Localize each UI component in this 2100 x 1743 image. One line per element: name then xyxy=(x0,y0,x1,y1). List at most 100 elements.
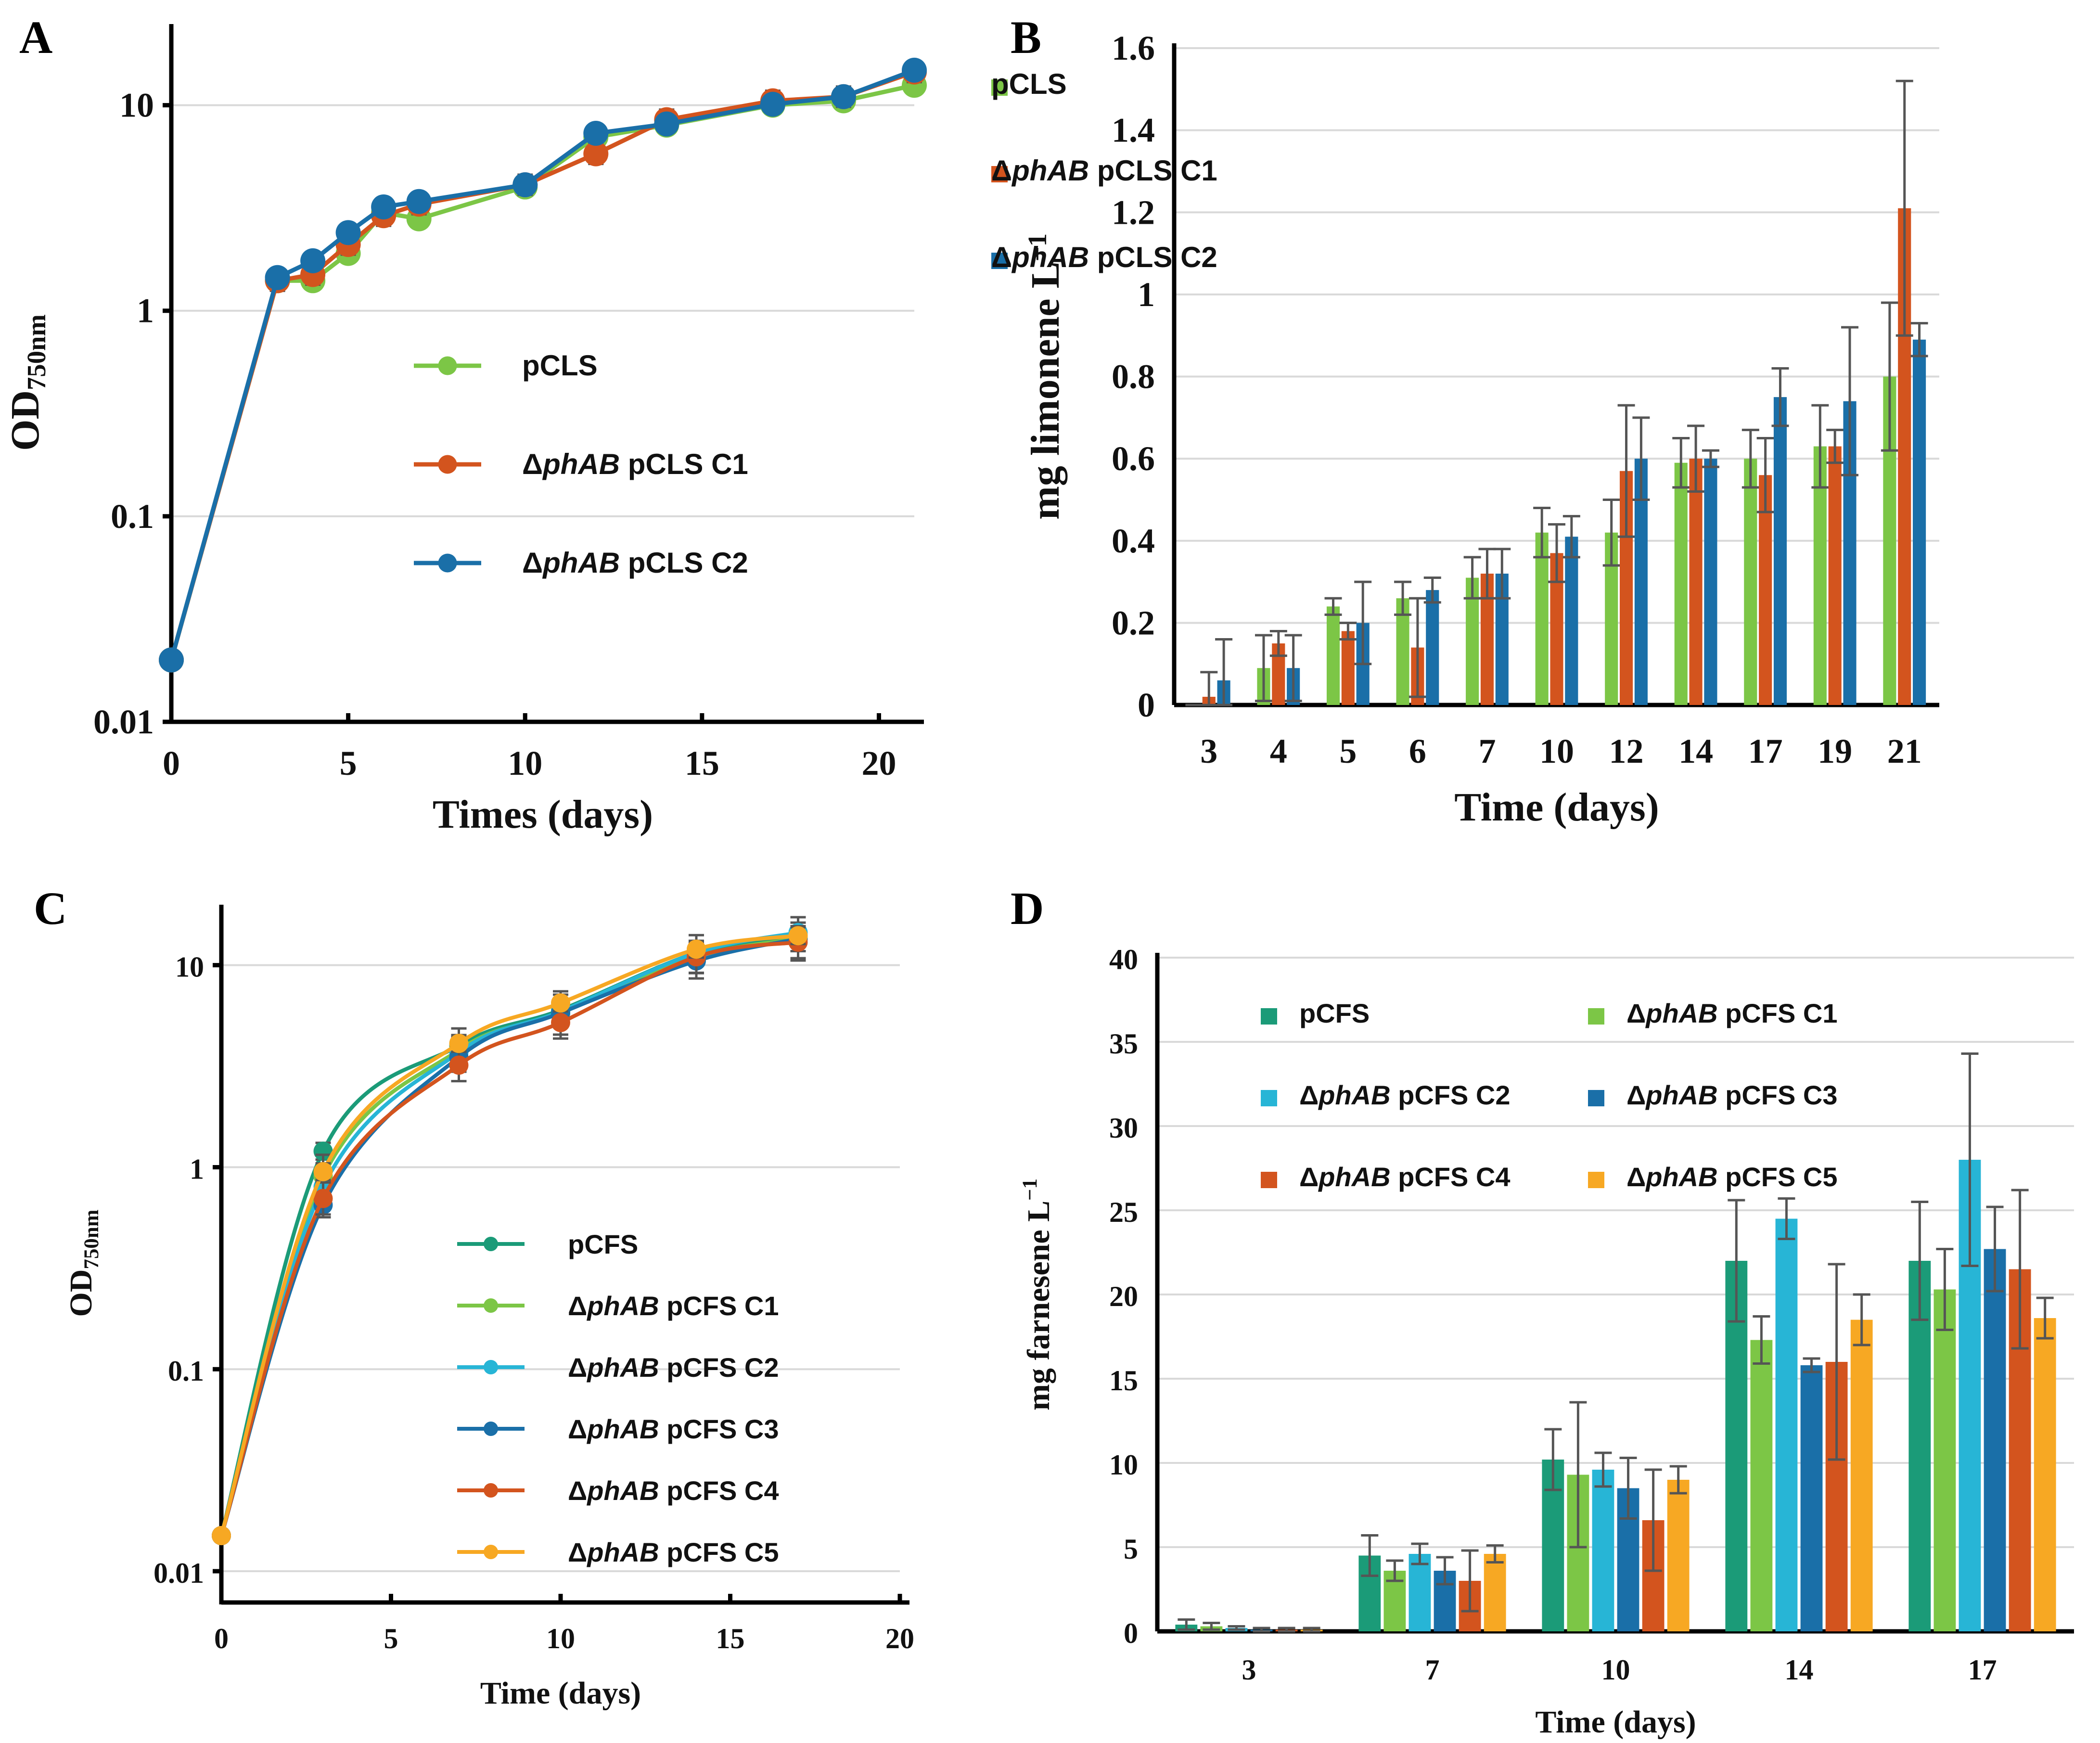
x-tick-label: 3 xyxy=(1200,732,1217,770)
legend-label: ΔphAB pCFS C5 xyxy=(568,1537,779,1567)
bar xyxy=(1592,1470,1614,1631)
legend-label: ΔphAB pCFS C3 xyxy=(1626,1080,1837,1110)
x-axis-title: Time (days) xyxy=(480,1676,641,1711)
legend-swatch-marker xyxy=(484,1422,498,1436)
x-tick-label: 0 xyxy=(163,744,180,782)
x-tick-label: 20 xyxy=(885,1623,914,1654)
legend-swatch-marker xyxy=(484,1545,498,1559)
data-point xyxy=(902,57,927,83)
legend-label: ΔphAB pCFS C2 xyxy=(568,1352,779,1383)
bar xyxy=(1800,1365,1823,1631)
y-tick-label: 0 xyxy=(1138,686,1155,724)
legend-label: ΔphAB pCFS C3 xyxy=(568,1414,779,1444)
bar xyxy=(1813,446,1827,705)
data-point xyxy=(449,1055,469,1075)
bar xyxy=(1409,1554,1431,1631)
legend-swatch-marker xyxy=(484,1360,498,1374)
x-tick-label: 5 xyxy=(384,1623,398,1654)
bar xyxy=(1908,1261,1931,1631)
x-tick-label: 14 xyxy=(1678,732,1713,770)
y-axis-title: OD750nm xyxy=(3,314,51,451)
y-tick-label: 20 xyxy=(1109,1281,1138,1312)
bar xyxy=(1565,537,1578,705)
bar xyxy=(1704,459,1717,705)
legend-swatch-marker xyxy=(438,455,457,474)
data-point xyxy=(831,84,856,109)
y-tick-label: 0.1 xyxy=(111,497,154,536)
panel-b: B 0 0.2 0.4 0.6 0.8 1 1.2 1.4 1.6 3 4 5 6 7 10 12 14 17 19… xyxy=(991,0,2100,866)
data-point xyxy=(159,647,184,673)
y-tick-label: 0.4 xyxy=(1112,522,1155,560)
data-point xyxy=(583,141,609,167)
legend-label: pCFS xyxy=(1299,998,1370,1028)
y-tick-label: 1.6 xyxy=(1112,29,1155,67)
x-tick-label: 0 xyxy=(214,1623,229,1654)
y-tick-label: 40 xyxy=(1109,944,1138,975)
x-tick-label: 20 xyxy=(861,744,896,782)
bar xyxy=(1773,397,1787,705)
y-tick-label: 10 xyxy=(1109,1449,1138,1481)
legend-swatch-marker xyxy=(484,1483,498,1498)
legend-label: ΔphAB pCFS C1 xyxy=(1626,998,1837,1028)
legend-swatch xyxy=(1261,1172,1277,1188)
y-tick-label: 1 xyxy=(1138,275,1155,314)
data-point xyxy=(313,1141,333,1161)
bar xyxy=(1934,1289,1956,1631)
panel-letter-a: A xyxy=(19,12,52,63)
data-point xyxy=(371,194,397,219)
legend-label: ΔphAB pCFS C4 xyxy=(1299,1162,1510,1192)
y-tick-label: 15 xyxy=(1109,1365,1138,1397)
data-point xyxy=(654,111,679,137)
x-tick-label: 10 xyxy=(546,1623,575,1654)
legend-swatch xyxy=(991,166,1008,182)
panel-letter-b: B xyxy=(1011,12,1041,63)
bar xyxy=(1744,459,1757,705)
x-tick-label: 21 xyxy=(1887,732,1922,770)
bar xyxy=(1689,459,1703,705)
data-point xyxy=(212,1526,231,1546)
legend-swatch xyxy=(1588,1008,1604,1025)
x-tick-label: 14 xyxy=(1785,1654,1814,1686)
legend-swatch-marker xyxy=(484,1237,498,1251)
y-tick-label: 0 xyxy=(1124,1617,1138,1649)
bar xyxy=(1535,532,1549,705)
x-tick-label: 17 xyxy=(1968,1654,1997,1686)
bar xyxy=(1484,1554,1506,1631)
y-tick-label: 1 xyxy=(137,292,154,330)
bar xyxy=(1674,462,1688,705)
x-tick-label: 4 xyxy=(1270,732,1287,770)
x-tick-label: 10 xyxy=(1539,732,1574,770)
y-tick-label: 1 xyxy=(190,1153,204,1185)
data-point xyxy=(760,91,785,117)
x-tick-label: 10 xyxy=(508,744,542,782)
bar xyxy=(1667,1480,1690,1631)
data-point xyxy=(335,220,361,245)
legend-swatch xyxy=(1261,1008,1277,1025)
chart-a: A 0.01 0.1 1 10 0 5 10 15 20 Times (days) OD750nm p… xyxy=(3,12,927,837)
panel-letter-c: C xyxy=(34,883,67,934)
bar xyxy=(1426,590,1439,705)
bar xyxy=(1828,446,1842,705)
data-point xyxy=(313,1189,333,1208)
legend-swatch xyxy=(991,79,1008,96)
chart-c: C 0.01 0.1 1 10 0 5 10 15 20 Time (days) OD750nm pC… xyxy=(34,883,914,1711)
bar xyxy=(1984,1249,2006,1631)
x-axis-title: Times (days) xyxy=(433,792,653,837)
legend-label: ΔphAB pCLS C1 xyxy=(522,448,748,480)
panel-d: D 0 5 10 15 20 25 30 35 40 3 7 10 14 17 Time (days) mg … xyxy=(991,876,2100,1743)
legend-swatch xyxy=(991,253,1008,269)
x-tick-label: 15 xyxy=(685,744,719,782)
legend-swatch xyxy=(1588,1172,1604,1188)
y-tick-label: 0.01 xyxy=(93,703,154,741)
data-point xyxy=(313,1162,333,1181)
x-tick-label: 7 xyxy=(1425,1654,1440,1686)
bar xyxy=(1759,475,1772,705)
bar xyxy=(1396,598,1409,705)
legend-label: pCFS xyxy=(568,1229,638,1259)
legend-swatch xyxy=(1261,1090,1277,1106)
y-tick-label: 0.8 xyxy=(1112,358,1155,396)
bar xyxy=(1850,1320,1873,1631)
bar xyxy=(1775,1218,1798,1631)
x-tick-label: 6 xyxy=(1409,732,1426,770)
legend-swatch xyxy=(1588,1090,1604,1106)
